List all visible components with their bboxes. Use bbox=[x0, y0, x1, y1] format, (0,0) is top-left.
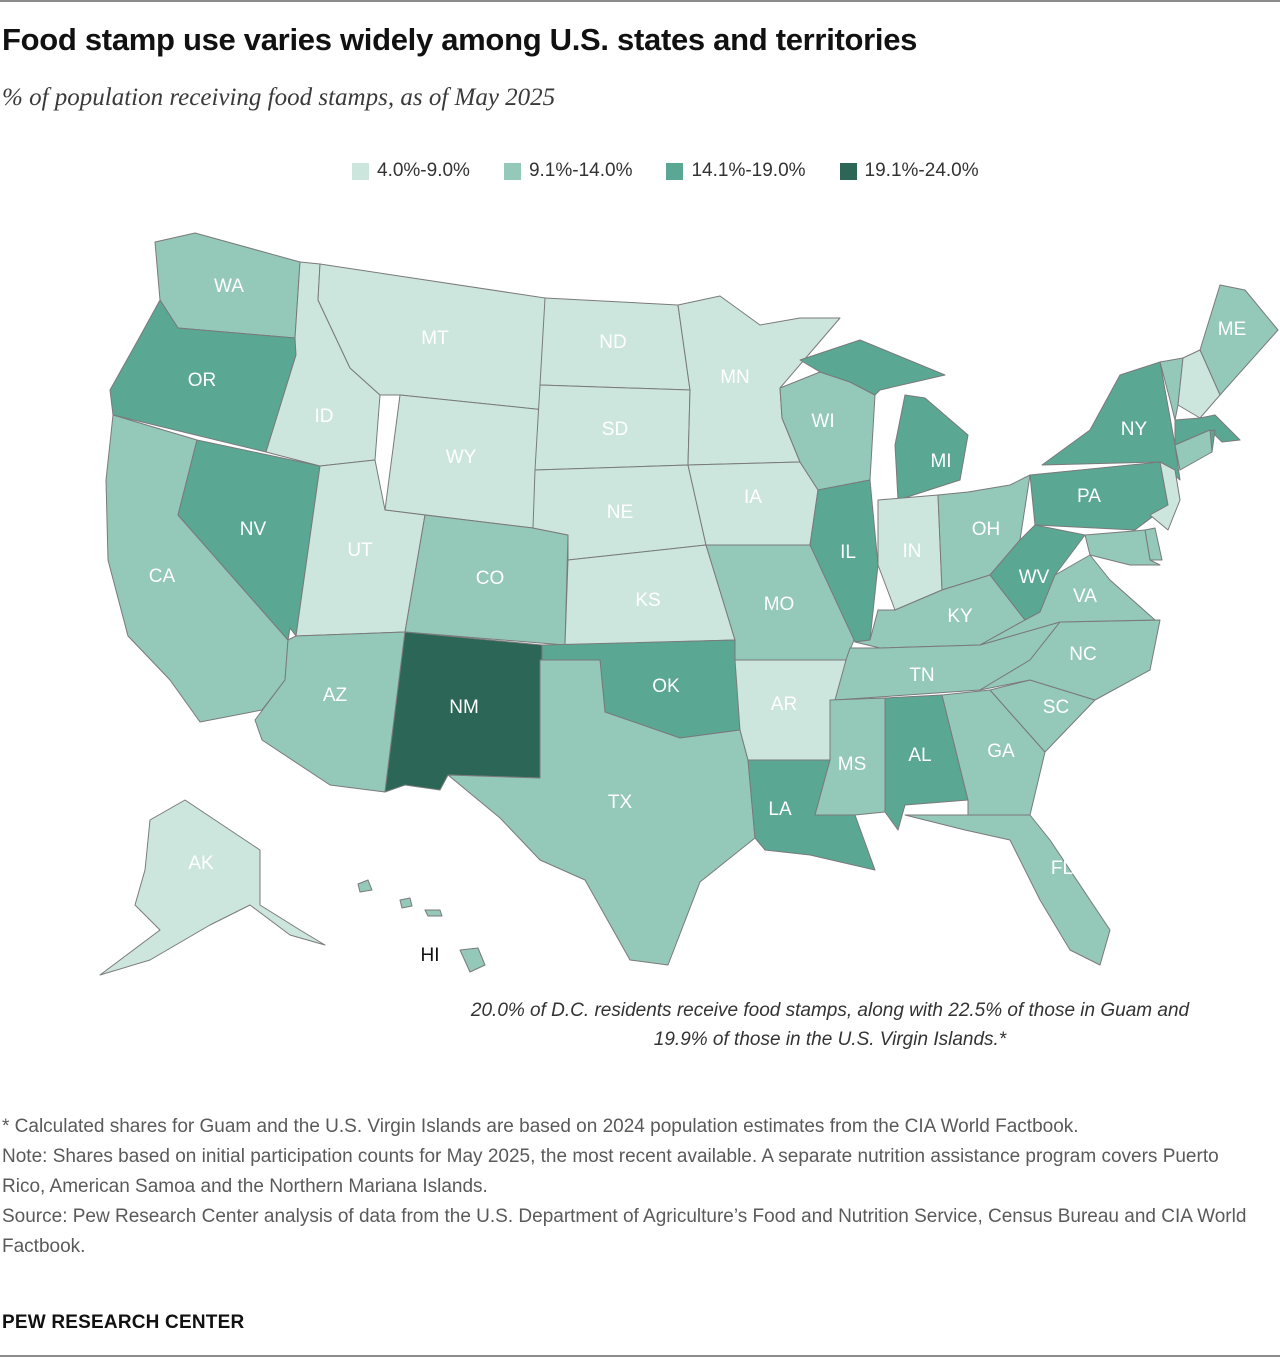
state-fl bbox=[904, 814, 1111, 966]
state-ak bbox=[99, 799, 326, 976]
state-label-in: IN bbox=[903, 541, 922, 562]
state-label-ks: KS bbox=[635, 590, 660, 611]
state-pa bbox=[1029, 461, 1169, 531]
state-label-tn: TN bbox=[909, 665, 934, 686]
state-label-ky: KY bbox=[947, 606, 973, 627]
state-nc bbox=[979, 619, 1161, 701]
state-label-az: AZ bbox=[323, 685, 348, 706]
state-label-mt: MT bbox=[421, 328, 449, 349]
legend-item-bin-1: 9.1%-14.0% bbox=[503, 160, 633, 182]
legend-swatch bbox=[352, 162, 369, 180]
state-label-ny: NY bbox=[1121, 419, 1148, 440]
state-label-la: LA bbox=[768, 799, 792, 820]
state-label-nd: ND bbox=[599, 332, 626, 353]
state-label-ga: GA bbox=[987, 741, 1015, 762]
state-label-hi: HI bbox=[421, 945, 440, 966]
legend-swatch bbox=[503, 162, 521, 180]
state-label-mo: MO bbox=[764, 594, 795, 615]
state-label-sc: SC bbox=[1043, 697, 1069, 718]
state-label-al: AL bbox=[908, 745, 931, 766]
state-ny bbox=[1041, 361, 1181, 481]
state-tx bbox=[447, 659, 756, 966]
source-note: Source: Pew Research Center analysis of … bbox=[2, 1206, 1247, 1257]
dc-territories-note: 20.0% of D.C. residents receive food sta… bbox=[470, 1000, 1190, 1050]
legend-item-bin-0: 4.0%-9.0% bbox=[352, 160, 470, 182]
state-hi bbox=[357, 879, 486, 973]
legend-item-bin-2: 14.1%-19.0% bbox=[666, 160, 806, 182]
state-label-ne: NE bbox=[607, 502, 633, 523]
state-label-ar: AR bbox=[771, 694, 797, 715]
state-label-nv: NV bbox=[240, 519, 267, 540]
chart-title: Food stamp use varies widely among U.S. … bbox=[2, 22, 918, 57]
legend-label: 19.1%-24.0% bbox=[864, 160, 979, 181]
state-label-il: IL bbox=[840, 542, 856, 563]
state-label-wa: WA bbox=[214, 276, 244, 297]
asterisk-note: * Calculated shares for Guam and the U.S… bbox=[2, 1116, 1079, 1137]
state-label-va: VA bbox=[1073, 586, 1097, 607]
footnotes: * Calculated shares for Guam and the U.S… bbox=[2, 1112, 1262, 1262]
state-label-ia: IA bbox=[744, 487, 762, 508]
state-label-wy: WY bbox=[446, 447, 477, 468]
state-label-wi: WI bbox=[811, 411, 834, 432]
state-label-wv: WV bbox=[1019, 567, 1050, 588]
state-label-mn: MN bbox=[720, 367, 750, 388]
state-label-ak: AK bbox=[188, 853, 214, 874]
chart-subtitle: % of population receiving food stamps, a… bbox=[2, 84, 556, 111]
legend-swatch bbox=[666, 162, 684, 180]
state-label-mi: MI bbox=[930, 451, 951, 472]
state-label-ok: OK bbox=[652, 676, 680, 697]
state-label-sd: SD bbox=[602, 419, 628, 440]
state-label-ut: UT bbox=[347, 540, 373, 561]
legend-label: 9.1%-14.0% bbox=[528, 160, 633, 181]
brand-logo-text: PEW RESEARCH CENTER bbox=[2, 1312, 245, 1333]
state-vt bbox=[1159, 357, 1184, 421]
state-label-co: CO bbox=[476, 568, 505, 589]
state-md bbox=[1084, 529, 1161, 566]
legend-item-bin-3: 19.1%-24.0% bbox=[839, 160, 979, 182]
state-label-nc: NC bbox=[1069, 644, 1096, 665]
legend-swatch bbox=[839, 162, 857, 180]
legend-label: 4.0%-9.0% bbox=[377, 160, 470, 181]
methodology-note: Note: Shares based on initial participat… bbox=[2, 1146, 1219, 1197]
top-rule bbox=[0, 0, 1280, 2]
state-ct bbox=[1174, 429, 1213, 471]
us-choropleth-map: WA OR CA NV ID MT WY UT AZ CO NM ND SD N… bbox=[99, 232, 1279, 976]
state-label-fl: FL bbox=[1051, 858, 1073, 879]
legend: 4.0%-9.0% 9.1%-14.0% 14.1%-19.0% 19.1%-2… bbox=[352, 160, 1013, 182]
state-nj bbox=[1149, 461, 1181, 531]
state-label-id: ID bbox=[315, 406, 334, 427]
bottom-rule bbox=[0, 1355, 1280, 1357]
state-label-nm: NM bbox=[449, 697, 479, 718]
state-label-tx: TX bbox=[608, 792, 633, 813]
state-label-oh: OH bbox=[972, 519, 1001, 540]
legend-label: 14.1%-19.0% bbox=[691, 160, 806, 181]
state-label-pa: PA bbox=[1077, 486, 1101, 507]
state-label-or: OR bbox=[188, 370, 217, 391]
state-nh bbox=[1177, 349, 1221, 419]
state-mi bbox=[799, 339, 969, 501]
state-label-ms: MS bbox=[838, 754, 867, 775]
state-wv bbox=[989, 524, 1086, 621]
state-label-ca: CA bbox=[149, 566, 176, 587]
state-label-me: ME bbox=[1218, 319, 1247, 340]
